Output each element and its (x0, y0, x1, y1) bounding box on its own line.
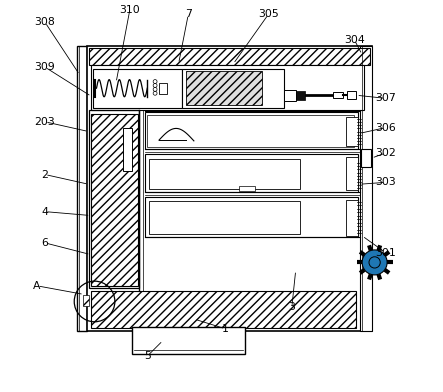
Bar (360, 45, 372, 331)
Bar (77, 45, 87, 331)
Bar (147, 115, 354, 147)
Text: 7: 7 (185, 9, 192, 19)
Bar (91, 291, 356, 328)
Text: A: A (33, 281, 41, 291)
Bar (346, 117, 358, 146)
Bar (239, 186, 255, 191)
Bar (347, 91, 356, 99)
Bar (89, 110, 140, 288)
Bar (145, 197, 358, 237)
Text: 2: 2 (42, 169, 48, 180)
Text: 307: 307 (375, 93, 396, 103)
Bar (149, 201, 299, 234)
Bar (89, 47, 370, 65)
Bar (91, 65, 364, 110)
Text: 301: 301 (375, 248, 396, 258)
Text: 6: 6 (42, 238, 48, 248)
Text: 203: 203 (35, 117, 55, 127)
Text: 4: 4 (42, 207, 48, 217)
Bar (346, 157, 358, 190)
Text: 304: 304 (344, 35, 365, 45)
Text: 1: 1 (222, 324, 229, 334)
Bar (186, 71, 262, 105)
Bar (296, 91, 306, 100)
Bar (361, 149, 372, 167)
Text: 306: 306 (375, 123, 396, 132)
Bar (333, 92, 342, 98)
Bar (83, 295, 89, 306)
Text: 3: 3 (288, 302, 295, 312)
Circle shape (362, 250, 387, 275)
Bar (346, 200, 358, 236)
Bar (93, 69, 183, 108)
Text: 303: 303 (375, 177, 396, 187)
Bar (145, 112, 358, 149)
Text: 5: 5 (144, 351, 151, 361)
Bar (149, 158, 299, 189)
Bar (159, 83, 167, 94)
Text: 305: 305 (258, 9, 279, 19)
Text: 309: 309 (35, 62, 55, 72)
Bar (91, 114, 137, 286)
Text: 302: 302 (375, 148, 396, 158)
Bar (183, 69, 284, 108)
Bar (123, 128, 132, 171)
Text: 310: 310 (119, 5, 140, 15)
Text: 308: 308 (35, 17, 55, 27)
Bar (145, 154, 358, 192)
Bar (132, 327, 245, 354)
Bar (87, 45, 372, 331)
Bar (284, 90, 296, 102)
